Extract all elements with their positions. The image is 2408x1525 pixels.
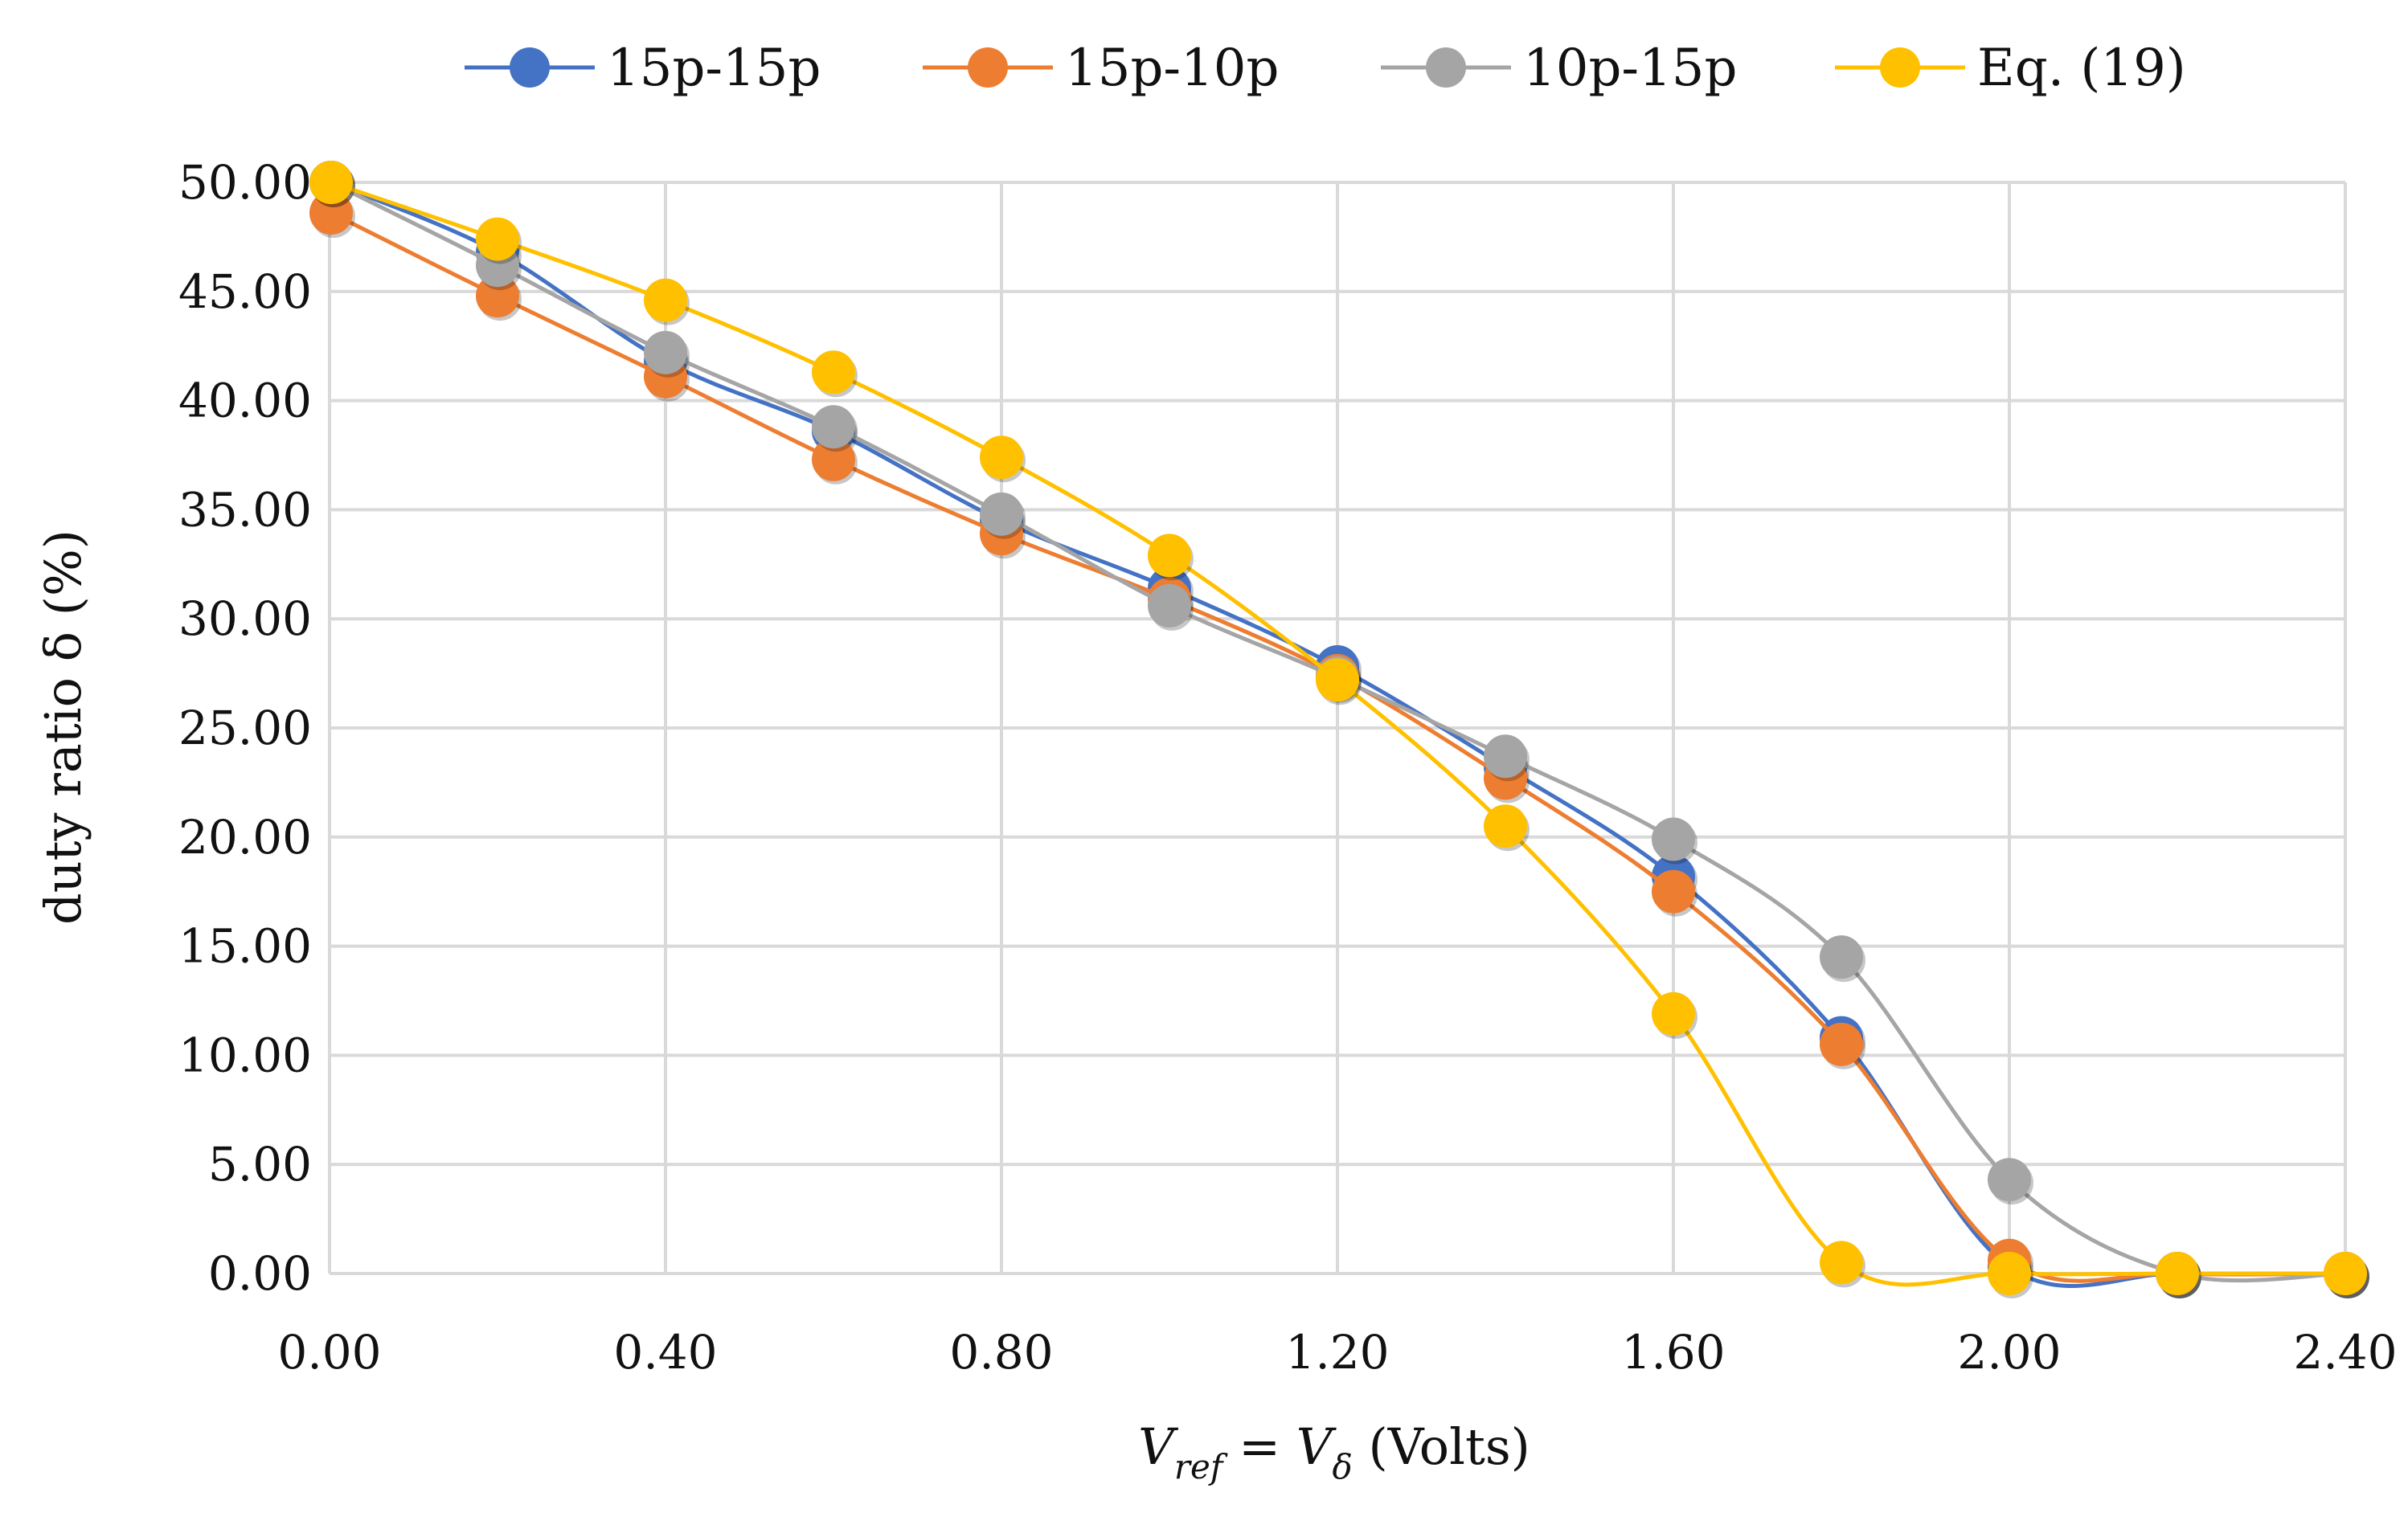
x-tick-label: 1.20 — [1285, 1325, 1389, 1380]
legend-item: 15p-10p — [923, 39, 1279, 98]
data-point — [812, 350, 855, 395]
data-point — [1988, 1158, 2031, 1202]
x-tick-label: 0.80 — [949, 1325, 1053, 1380]
y-axis-label: duty ratio δ (%) — [34, 529, 92, 925]
data-point — [1652, 869, 1695, 914]
legend-item: 15p-15p — [465, 39, 821, 98]
y-tick-label: 20.00 — [178, 810, 312, 865]
data-point — [812, 405, 855, 449]
data-point — [812, 437, 855, 481]
data-point — [644, 278, 687, 322]
x-axis-label-sub-ref: ref — [1174, 1447, 1228, 1486]
y-tick-label: 45.00 — [178, 264, 312, 319]
data-point — [1820, 935, 1863, 979]
y-tick-label: 0.00 — [208, 1246, 312, 1301]
legend-label: 15p-15p — [607, 39, 821, 98]
x-axis-label-eq: = V — [1222, 1417, 1337, 1476]
y-tick-label: 30.00 — [178, 591, 312, 646]
data-point — [1148, 583, 1191, 628]
y-tick-label: 50.00 — [178, 155, 312, 210]
y-tick-label: 35.00 — [178, 482, 312, 537]
y-tick-label: 40.00 — [178, 374, 312, 428]
x-axis-label: Vref = Vδ (Volts) — [1138, 1417, 1530, 1486]
data-point — [980, 492, 1023, 536]
grid — [328, 181, 2347, 1275]
data-point — [1820, 1241, 1863, 1285]
x-axis-label-units: (Volts) — [1353, 1417, 1530, 1476]
data-point — [980, 435, 1023, 480]
data-point — [1820, 1022, 1863, 1066]
data-point — [1484, 734, 1527, 779]
x-tick-label: 0.40 — [613, 1325, 717, 1380]
data-point — [1652, 991, 1695, 1036]
x-axis-label-sub-delta: δ — [1333, 1447, 1353, 1486]
data-point — [2324, 1252, 2367, 1295]
series-layer — [309, 161, 2369, 1298]
legend-label: 15p-10p — [1065, 39, 1279, 98]
data-point — [476, 274, 519, 318]
y-tick-label: 5.00 — [208, 1137, 312, 1192]
x-tick-label: 2.00 — [1957, 1325, 2061, 1380]
legend-label: 10p-15p — [1523, 39, 1737, 98]
legend: 15p-15p 15p-10p 10p-15p Eq. (19) — [465, 39, 2186, 98]
legend-marker — [1880, 47, 1920, 88]
data-point — [1316, 658, 1359, 702]
x-tick-label: 0.00 — [277, 1325, 381, 1380]
data-point — [2156, 1252, 2199, 1295]
legend-item: 10p-15p — [1381, 39, 1737, 98]
data-point — [309, 161, 353, 204]
series-1 — [309, 191, 2369, 1298]
series-3 — [309, 161, 2369, 1298]
data-point — [309, 191, 353, 235]
data-point — [1652, 817, 1695, 861]
x-tick-label: 2.40 — [2293, 1325, 2397, 1380]
data-point — [644, 330, 687, 374]
tick-labels: 0.00 5.00 10.00 15.00 20.00 25.00 30.00 35.00 40… — [178, 155, 2398, 1380]
legend-marker — [510, 47, 550, 88]
legend-marker — [968, 47, 1008, 88]
y-tick-label: 25.00 — [178, 701, 312, 755]
data-point — [1484, 804, 1527, 848]
data-point — [1988, 1252, 2031, 1295]
legend-marker — [1426, 47, 1466, 88]
legend-item: Eq. (19) — [1835, 39, 2186, 98]
x-axis-label-v: V — [1138, 1417, 1179, 1476]
legend-label: Eq. (19) — [1977, 39, 2186, 98]
x-tick-label: 1.60 — [1621, 1325, 1725, 1380]
data-point — [476, 217, 519, 261]
y-tick-label: 10.00 — [178, 1028, 312, 1082]
y-tick-label: 15.00 — [178, 919, 312, 974]
data-point — [1148, 534, 1191, 578]
